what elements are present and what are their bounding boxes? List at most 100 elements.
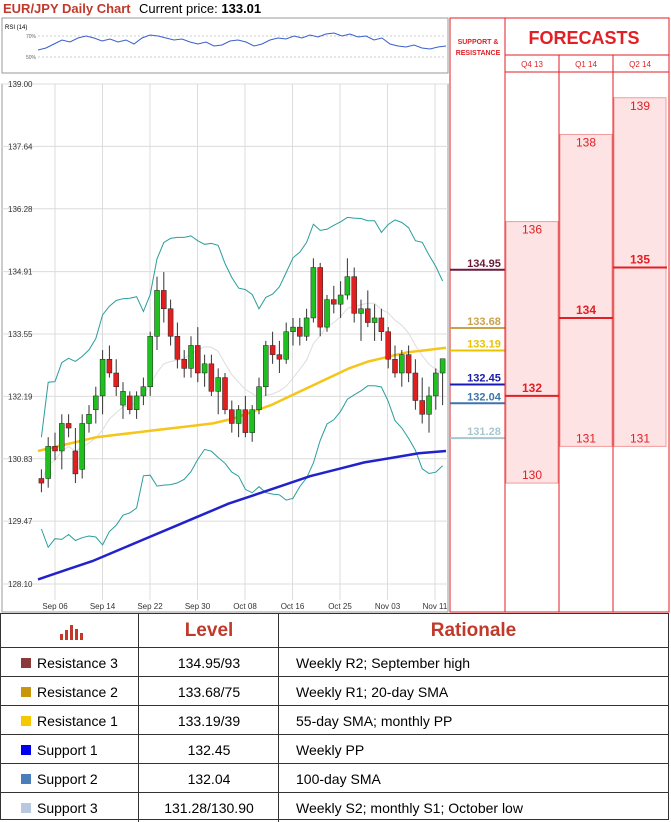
forecast-median-label: 134 (576, 303, 596, 317)
rsi-panel: RSI (14) 70% 50% (1, 17, 449, 74)
forecast-range (505, 221, 559, 484)
candle-body (215, 377, 221, 392)
level-name: Resistance 1 (1, 706, 138, 735)
sr-level-label: 131.28 (467, 426, 501, 438)
level-swatch (21, 658, 31, 668)
candle-body (310, 267, 317, 319)
rsi-tick-70: 70% (26, 34, 37, 40)
candle-body (263, 345, 269, 388)
x-tick-label: Sep 22 (137, 602, 163, 611)
table-row: Resistance 3 134.95/93 Weekly R2; Septembe… (1, 647, 668, 677)
candle-body (419, 400, 425, 415)
level-name-text: Support 2 (37, 770, 98, 787)
candle-body (439, 358, 446, 374)
level-swatch (21, 687, 31, 697)
candle-body (392, 358, 398, 374)
level-name-text: Resistance 2 (37, 683, 118, 700)
level-name: Support 2 (1, 764, 138, 793)
candle-body (371, 317, 378, 323)
forecasts-title: FORECASTS (528, 28, 639, 48)
candle-body (201, 363, 208, 374)
candle-body (269, 345, 276, 355)
y-tick-label: 137.64 (8, 142, 33, 151)
level-value: 132.04 (138, 764, 279, 793)
level-swatch (21, 745, 31, 755)
forecast-median-label: 135 (630, 252, 650, 266)
candle-body (208, 363, 215, 392)
forecast-low-label: 130 (522, 468, 542, 482)
y-tick-label: 134.91 (8, 268, 33, 277)
y-tick-label: 139.00 (8, 80, 33, 89)
candle-body (242, 409, 249, 433)
x-axis: Sep 06 Sep 14 Sep 22 Sep 30 Oct 08 Oct 16 Oct … (42, 602, 448, 611)
y-tick-label: 129.47 (8, 517, 33, 526)
candle-body (93, 395, 99, 410)
sr-level-label: 133.19 (467, 339, 501, 351)
level-rationale: 55-day SMA; monthly PP (278, 706, 668, 735)
candle-body (297, 326, 303, 337)
forecast-range (559, 133, 613, 447)
sr-level-label: 132.45 (467, 372, 501, 384)
bollinger-lower (40, 385, 443, 549)
bollinger-upper (40, 216, 444, 438)
candle-body (147, 336, 153, 388)
y-tick-label: 128.10 (8, 580, 33, 589)
bar-chart-icon (60, 624, 83, 640)
level-name-text: Resistance 1 (37, 712, 118, 729)
candle-body (433, 372, 439, 397)
table-row: Support 2 132.04 100-day SMA (1, 763, 668, 793)
forecast-period: Q2 14 (629, 60, 651, 69)
current-price-value: 133.01 (221, 1, 262, 16)
levels-table: Level Rationale Resistance 3 134.95/93 Wee… (0, 613, 669, 822)
candle-body (405, 354, 412, 374)
candle-body (358, 308, 364, 314)
level-value: 133.19/39 (138, 706, 279, 735)
level-name: Resistance 3 (1, 648, 138, 677)
y-tick-label: 132.19 (8, 392, 33, 401)
eurjpy-chart: RSI (14) 70% 50% 139.00 137.64 136.28 134.9… (1, 17, 670, 613)
level-name: Resistance 2 (1, 677, 138, 706)
candle-body (276, 354, 283, 360)
support-resistance-column (449, 17, 506, 613)
level-value: 133.68/75 (138, 677, 279, 706)
candle-body (249, 409, 255, 433)
candle-body (378, 317, 385, 332)
candle-body (412, 372, 419, 401)
table-row: Resistance 2 133.68/75 Weekly R1; 20-day S… (1, 676, 668, 706)
forecast-median-label: 132 (522, 381, 542, 395)
candle-body (344, 276, 351, 296)
candle-body (181, 358, 187, 369)
candle-body (72, 450, 79, 475)
chart-header: EUR/JPY Daily Chart Current price: 133.0… (0, 0, 450, 18)
candle-body (99, 358, 106, 397)
candle-body (222, 377, 228, 410)
candle-body (79, 423, 85, 470)
current-price: Current price: 133.01 (139, 1, 261, 16)
table-header: Level Rationale (1, 614, 668, 647)
forecast-columns: Q4 13 136 132 130 Q1 14 138 134 131 Q2 14 139 135 1… (505, 60, 667, 484)
y-tick-label: 130.83 (8, 455, 33, 464)
level-name-text: Support 3 (37, 799, 98, 816)
sma-55-line (37, 346, 447, 453)
bollinger-mid (40, 302, 443, 484)
rsi-label: RSI (14) (5, 25, 27, 31)
candle-body (351, 276, 357, 314)
level-name-text: Support 1 (37, 741, 98, 758)
x-tick-label: Oct 25 (328, 602, 352, 611)
level-value: 131.28/130.90 (138, 793, 279, 822)
candle-body (133, 395, 140, 410)
candle-body (140, 386, 147, 397)
level-rationale: 100-day SMA (278, 764, 668, 793)
candle-body (113, 372, 119, 388)
y-axis: 139.00 137.64 136.28 134.91 133.55 132.19 130.… (8, 80, 33, 589)
sr-levels: 134.95 133.68 133.19 132.45 132.04 131.28 (450, 258, 505, 440)
candle-body (283, 331, 289, 360)
candle-body (59, 423, 65, 452)
candle-body (229, 409, 235, 424)
table-header-icon-cell (1, 614, 138, 647)
forecast-range (613, 97, 667, 447)
candle-body (256, 386, 262, 410)
bollinger-bands (40, 216, 444, 549)
level-rationale: Weekly R1; 20-day SMA (278, 677, 668, 706)
candle-body (52, 446, 58, 452)
